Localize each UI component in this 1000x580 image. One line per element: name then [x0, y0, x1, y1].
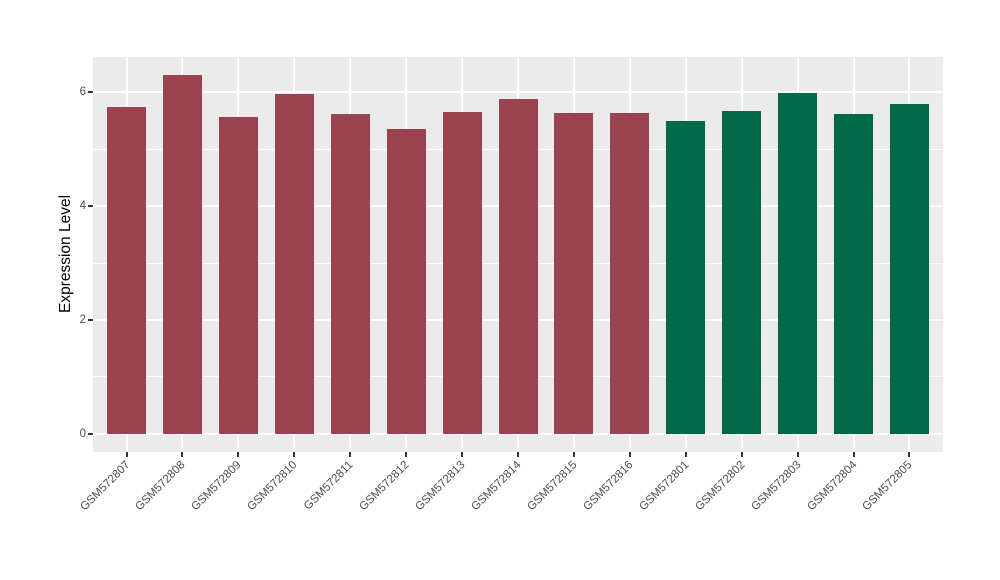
- bar-GSM572810: [274, 93, 314, 434]
- x-tick: [572, 452, 575, 457]
- x-tick: [237, 452, 240, 457]
- bar-GSM572812: [386, 128, 426, 434]
- x-tick: [125, 452, 128, 457]
- x-tick-label: GSM572812: [357, 459, 412, 514]
- bar-GSM572801: [666, 120, 706, 434]
- plot-panel: [93, 57, 943, 452]
- x-tick-label: GSM572803: [748, 459, 804, 514]
- x-tick-label: GSM572815: [525, 459, 580, 514]
- x-tick-label: GSM572807: [77, 459, 133, 514]
- x-tick-label: GSM572813: [413, 459, 468, 514]
- x-tick-label: GSM572804: [804, 459, 860, 514]
- bar-GSM572802: [722, 110, 762, 434]
- y-tick-label: 6: [79, 86, 86, 99]
- y-tick: [88, 432, 93, 435]
- x-tick: [461, 452, 464, 457]
- bar-GSM572816: [610, 113, 650, 434]
- x-tick: [796, 452, 799, 457]
- x-tick-label: GSM572810: [245, 459, 300, 514]
- x-tick: [684, 452, 687, 457]
- y-tick: [88, 318, 93, 321]
- x-tick-label: GSM572802: [693, 459, 748, 514]
- bar-GSM572815: [554, 113, 594, 434]
- bar-GSM572804: [834, 113, 874, 434]
- x-tick: [517, 452, 519, 457]
- x-tick-label: GSM572809: [189, 459, 244, 514]
- bar-GSM572809: [218, 116, 258, 434]
- x-tick: [852, 452, 855, 457]
- x-tick-label: GSM572808: [133, 459, 188, 514]
- bar-GSM572808: [162, 75, 202, 434]
- bar-GSM572811: [330, 113, 370, 434]
- bar-GSM572803: [778, 93, 818, 434]
- x-tick-label: GSM572816: [581, 459, 636, 514]
- x-tick: [740, 452, 743, 457]
- y-tick-label: 4: [79, 200, 86, 213]
- x-tick: [628, 452, 631, 457]
- x-tick-label: GSM572805: [860, 459, 915, 514]
- x-tick-label: GSM572801: [637, 459, 692, 514]
- bar-GSM572807: [107, 106, 147, 434]
- x-tick-label: GSM572811: [302, 459, 356, 513]
- x-tick: [293, 452, 296, 457]
- y-tick-label: 0: [79, 427, 86, 440]
- y-tick: [88, 205, 93, 208]
- bar-GSM572814: [498, 99, 538, 434]
- x-tick: [349, 452, 352, 457]
- bar-GSM572813: [442, 111, 482, 434]
- y-tick-label: 2: [79, 313, 86, 326]
- x-tick: [181, 452, 184, 457]
- x-tick: [405, 452, 408, 457]
- x-tick-label: GSM572814: [469, 459, 524, 514]
- y-tick: [88, 91, 93, 94]
- bar-GSM572805: [889, 104, 929, 434]
- x-tick: [908, 452, 911, 457]
